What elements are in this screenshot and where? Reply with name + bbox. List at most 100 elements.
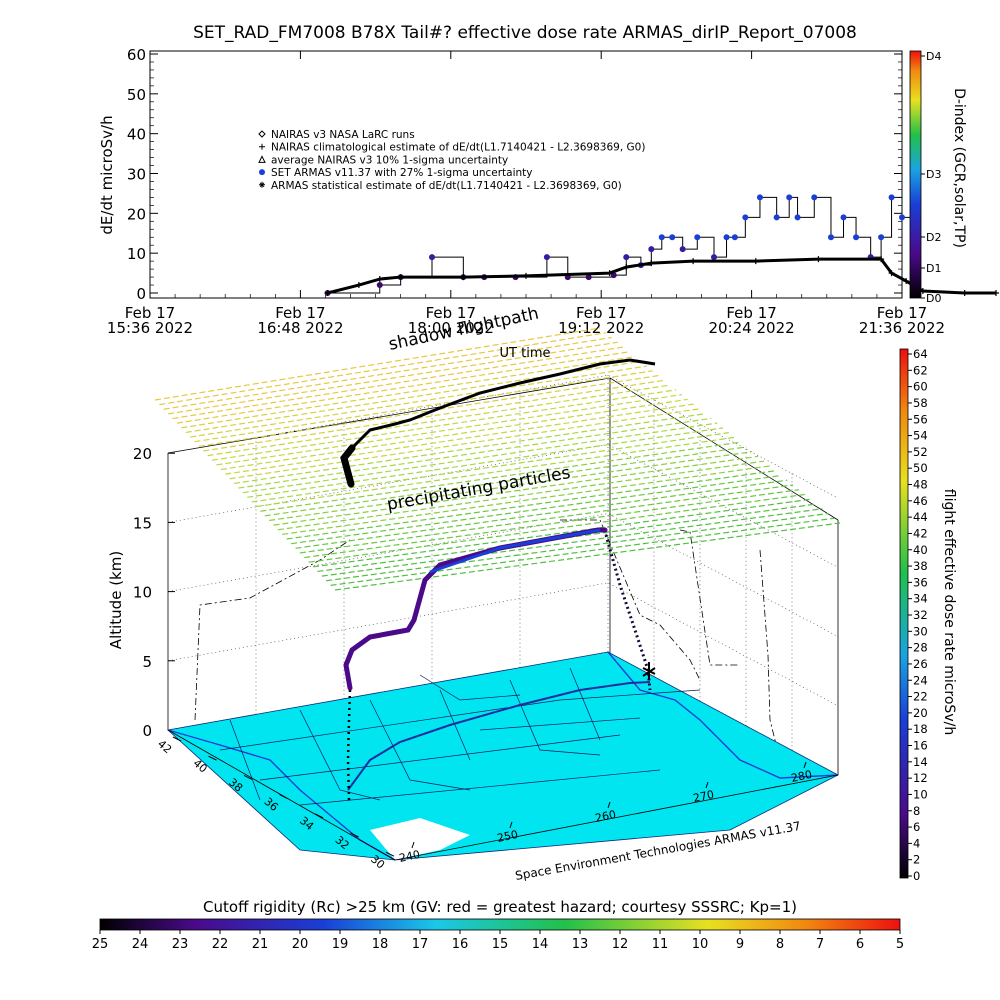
armas-point xyxy=(669,234,676,241)
dose-rate-tick-label: 56 xyxy=(913,412,928,426)
legend-symbol-diamond xyxy=(258,130,266,138)
armas-point xyxy=(878,234,885,241)
statistical-estimate-point xyxy=(606,270,613,277)
particle-sheet-line xyxy=(207,384,671,457)
statistical-estimate-point xyxy=(648,260,655,267)
x-tick-time: 21:36 2022 xyxy=(859,319,945,337)
dose-rate-tick-label: 28 xyxy=(913,641,928,655)
cutoff-rigidity-tick-label: 18 xyxy=(372,937,389,952)
particle-sheet-line xyxy=(242,422,718,494)
armas-point xyxy=(899,214,905,221)
longitude-tick-label: 260 xyxy=(594,808,617,825)
particle-sheet-line xyxy=(154,327,601,401)
armas-point xyxy=(376,282,383,289)
statistical-estimate-point xyxy=(376,276,383,283)
altitude-tick-label: 15 xyxy=(133,514,152,532)
dose-rate-tick-label: 64 xyxy=(913,347,928,361)
precipitating-particles-sheet xyxy=(154,327,841,591)
particle-sheet-line xyxy=(159,332,606,406)
particle-sheet-line xyxy=(198,374,659,447)
dose-rate-tick-label: 2 xyxy=(913,853,920,867)
legend-symbol-plus xyxy=(259,143,265,150)
dose-rate-tick-label: 40 xyxy=(913,543,928,557)
armas-series-line xyxy=(327,196,916,294)
statistical-estimate-point xyxy=(888,270,895,277)
particle-sheet-line xyxy=(233,413,706,485)
altitude-tick-label: 0 xyxy=(142,722,152,740)
latitude-tick-mark xyxy=(350,832,359,838)
cutoff-rigidity-colorbar-group: Cutoff rigidity (Rc) >25 km (GV: red = g… xyxy=(92,898,904,952)
d-index-colorbar xyxy=(909,50,922,299)
cutoff-rigidity-tick-label: 14 xyxy=(532,937,549,952)
y-tick-label: 60 xyxy=(127,46,146,64)
cutoff-rigidity-tick-label: 10 xyxy=(692,937,709,952)
particle-sheet-line xyxy=(172,346,624,420)
armas-point xyxy=(773,214,780,221)
statistical-estimate-point xyxy=(752,258,759,265)
dose-rate-tick-label: 0 xyxy=(913,869,920,883)
cutoff-rigidity-tick-label: 15 xyxy=(492,937,509,952)
particle-sheet-line xyxy=(277,460,764,531)
armas-point xyxy=(786,194,793,201)
statistical-estimate-point xyxy=(878,256,885,263)
particle-sheet-line xyxy=(282,465,770,535)
dose-rate-tick-label: 24 xyxy=(913,673,928,687)
x-tick-day: Feb 17 xyxy=(576,304,626,322)
particle-sheet-line xyxy=(203,379,665,452)
altitude-tick-label: 10 xyxy=(133,584,152,602)
armas-point xyxy=(711,254,717,261)
x-tick-day: Feb 17 xyxy=(275,304,325,322)
latitude-tick-label: 42 xyxy=(155,737,174,756)
armas-point xyxy=(853,234,860,241)
flight-track-ascent-dots xyxy=(346,689,352,801)
dose-rate-tick-label: 34 xyxy=(913,592,928,606)
armas-point xyxy=(756,194,763,201)
longitude-tick-mark xyxy=(509,821,513,829)
particle-sheet-line xyxy=(216,393,683,466)
particle-sheet-line xyxy=(168,341,618,415)
particle-sheet-line xyxy=(326,512,829,582)
legend-entry-label: ARMAS statistical estimate of dE/dt(L1.7… xyxy=(271,180,622,192)
longitude-tick-mark xyxy=(607,801,611,809)
cutoff-rigidity-colorbar xyxy=(99,918,901,931)
statistical-estimate-point xyxy=(903,278,910,285)
latitude-tick-mark xyxy=(314,813,324,819)
cutoff-rigidity-ticks: 25 24 23 22 21 20 19 18 17 16 15 14 13 12 11 10 9 8 7 6 5 xyxy=(92,930,904,952)
statistical-estimate-point xyxy=(993,290,999,296)
dose-rate-tick-label: 42 xyxy=(913,526,928,540)
statistical-estimate-point xyxy=(690,258,697,265)
altitude-tick-label: 20 xyxy=(133,445,152,463)
x-tick-day: Feb 17 xyxy=(426,304,476,322)
ground-track xyxy=(347,681,651,791)
cutoff-rigidity-tick-label: 8 xyxy=(776,937,784,952)
particle-sheet-line xyxy=(163,336,612,410)
particle-sheet-line xyxy=(304,489,800,559)
dose-rate-tick-label: 46 xyxy=(913,494,928,508)
dose-rate-tick-label: 16 xyxy=(913,739,928,753)
shadow-flightpath-top-thick xyxy=(340,444,356,488)
cutoff-rigidity-tick-label: 9 xyxy=(736,937,744,952)
y-tick-label: 20 xyxy=(127,205,146,223)
statistical-estimate-point xyxy=(523,272,529,279)
particle-sheet-line xyxy=(181,355,636,429)
box-front-frame xyxy=(167,729,839,861)
legend-entry-label: SET ARMAS v11.37 with 27% 1-sigma uncert… xyxy=(271,167,533,179)
dose-rate-tick-label: 26 xyxy=(913,657,928,671)
dose-rate-tick-label: 32 xyxy=(913,608,928,622)
dose-rate-tick-label: 58 xyxy=(913,396,928,410)
altitude-ticks: 0 5 10 15 20 xyxy=(133,445,175,740)
statistical-estimate-line xyxy=(327,257,996,295)
map-ocean-gap xyxy=(370,818,470,860)
y-tick-label: 50 xyxy=(127,86,146,104)
altitude-tick-label: 5 xyxy=(142,653,152,671)
d-index-colorbar-label: D-index (GCR,solar,TP) xyxy=(951,88,967,248)
y-tick-label: 10 xyxy=(127,245,146,263)
longitude-ticks: 240 250 260 270 280 xyxy=(398,761,813,865)
longitude-tick-label: 270 xyxy=(692,788,715,805)
x-tick-time: 16:48 2022 xyxy=(257,319,343,337)
armas-point xyxy=(811,194,818,201)
particle-sheet-line xyxy=(330,517,835,586)
particle-sheet-line xyxy=(194,370,653,443)
